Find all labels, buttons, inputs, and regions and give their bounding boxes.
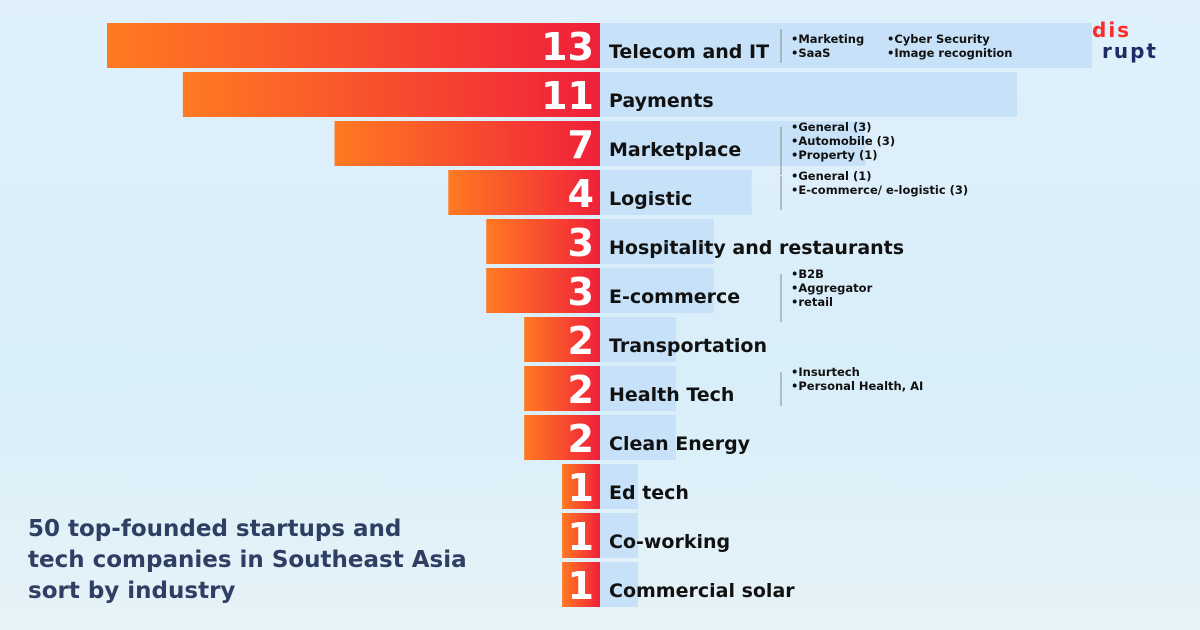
bar-ed-tech (562, 464, 600, 509)
bar-extension-hospitality-and-restaurants (600, 219, 714, 264)
bar-value-marketplace: 7 (568, 123, 594, 167)
bar-payments (182, 72, 600, 117)
bar-marketplace (334, 121, 600, 166)
bar-label-payments: Payments (609, 90, 714, 112)
subcategory-item: •Insurtech (791, 365, 860, 379)
bar-label-telecom-and-it: Telecom and IT (609, 41, 769, 63)
bar-label-clean-energy: Clean Energy (609, 433, 751, 455)
bar-extension-logistic (600, 170, 752, 215)
caption-line-3: sort by industry (28, 578, 236, 604)
bar-value-payments: 11 (541, 74, 594, 118)
bar-label-ed-tech: Ed tech (609, 482, 689, 504)
bar-label-commercial-solar: Commercial solar (609, 580, 795, 602)
caption-line-1: 50 top-founded startups and (28, 516, 402, 542)
bar-value-ed-tech: 1 (568, 466, 594, 510)
bar-label-marketplace: Marketplace (609, 139, 741, 161)
logo-bottom-text: rupt (1102, 39, 1158, 63)
subcategory-item: •Aggregator (791, 281, 873, 295)
bar-extension-transportation (600, 317, 676, 362)
subcategory-item: •Image recognition (887, 46, 1012, 60)
bar-label-logistic: Logistic (609, 188, 692, 210)
subcategory-item: •General (3) (791, 120, 871, 134)
bar-label-co-working: Co-working (609, 531, 730, 553)
bar-transportation (524, 317, 600, 362)
bar-commercial-solar (562, 562, 600, 607)
subcategory-item: •Cyber Security (887, 32, 990, 46)
bar-value-hospitality-and-restaurants: 3 (568, 221, 594, 265)
bar-value-commercial-solar: 1 (568, 564, 594, 608)
bar-extension-co-working (600, 513, 638, 558)
bar-extension-health-tech (600, 366, 676, 411)
bar-value-clean-energy: 2 (568, 417, 594, 461)
bar-value-e-commerce: 3 (568, 270, 594, 314)
logo-top-text: dis (1092, 18, 1132, 42)
bar-extension-commercial-solar (600, 562, 638, 607)
subcategory-item: •Property (1) (791, 148, 878, 162)
bar-value-health-tech: 2 (568, 368, 594, 412)
bar-hospitality-and-restaurants (486, 219, 600, 264)
bar-label-transportation: Transportation (609, 335, 767, 357)
bar-value-telecom-and-it: 13 (541, 25, 594, 69)
bar-value-co-working: 1 (568, 515, 594, 559)
subcategory-item: •SaaS (791, 46, 830, 60)
bar-telecom-and-it (107, 23, 600, 68)
disrupt-logo: dis rupt (1092, 18, 1184, 66)
bar-extension-clean-energy (600, 415, 676, 460)
bar-label-hospitality-and-restaurants: Hospitality and restaurants (609, 237, 904, 259)
bar-extension-e-commerce (600, 268, 714, 313)
bar-label-health-tech: Health Tech (609, 384, 734, 406)
chart-caption: 50 top-founded startups and tech compani… (28, 514, 498, 607)
caption-line-2: tech companies in Southeast Asia (28, 547, 467, 573)
bar-logistic (448, 170, 600, 215)
subcategory-item: •B2B (791, 267, 824, 281)
subcategory-item: •E-commerce/ e-logistic (3) (791, 183, 968, 197)
subcategory-item: •retail (791, 295, 833, 309)
bar-extension-marketplace (600, 121, 866, 166)
bar-clean-energy (524, 415, 600, 460)
bar-extension-ed-tech (600, 464, 638, 509)
bar-label-e-commerce: E-commerce (609, 286, 740, 308)
bar-value-logistic: 4 (568, 172, 594, 216)
bar-extension-payments (600, 72, 1018, 117)
subcategory-item: •General (1) (791, 169, 871, 183)
bar-e-commerce (486, 268, 600, 313)
bar-co-working (562, 513, 600, 558)
subcategory-item: •Personal Health, AI (791, 379, 923, 393)
bar-health-tech (524, 366, 600, 411)
bar-value-transportation: 2 (568, 319, 594, 363)
subcategory-item: •Automobile (3) (791, 134, 895, 148)
subcategory-item: •Marketing (791, 32, 864, 46)
bar-extension-telecom-and-it (600, 23, 1092, 68)
